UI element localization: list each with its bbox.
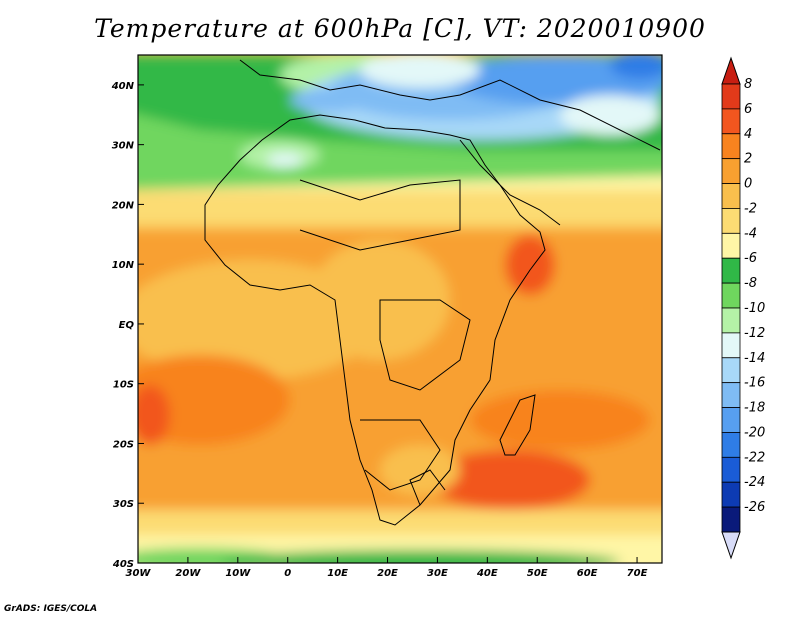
colorbar-swatch (721, 481, 741, 508)
colorbar-label: -6 (744, 251, 757, 266)
temperature-field (138, 55, 662, 563)
x-tick-label: 20E (377, 568, 398, 579)
y-tick-label: 20N (112, 200, 135, 211)
colorbar-label: -8 (744, 276, 757, 291)
colorbar-label: -4 (744, 226, 757, 241)
colorbar-label: -26 (744, 500, 765, 515)
colorbar-swatch (721, 158, 741, 184)
colorbar-swatch (721, 456, 741, 483)
y-tick-label: EQ (119, 320, 135, 331)
y-tick-label: 40N (111, 81, 135, 92)
colorbar-swatch (721, 407, 741, 433)
x-tick-label: 10W (225, 568, 251, 579)
colorbar-swatch (721, 332, 741, 359)
colorbar-label: 6 (744, 102, 752, 117)
colorbar-swatch (721, 307, 741, 334)
x-tick-label: 70E (627, 568, 648, 579)
colorbar-label: 8 (744, 77, 752, 92)
y-tick-label: 10N (112, 260, 135, 271)
colorbar-swatch (721, 208, 741, 234)
y-tick-label: 40S (112, 559, 134, 570)
coastlines (204, 59, 661, 526)
x-tick-label: 50E (527, 568, 548, 579)
y-tick-label: 30N (112, 141, 135, 152)
colorbar-swatch (721, 506, 741, 533)
x-tick-label: 0 (284, 568, 291, 579)
colorbar: 8 6 4 2 0 -2 -4 -6 -8 -10 -12 -14 -16 -18 -20 -22 -24 -26 (721, 56, 765, 560)
x-tick-label: 10E (327, 568, 348, 579)
colorbar-swatch (721, 83, 741, 110)
colorbar-swatch (721, 257, 741, 284)
y-tick-label: 20S (113, 439, 134, 450)
x-tick-label: 30W (126, 568, 152, 579)
colorbar-label: -12 (744, 326, 765, 341)
colorbar-label: -16 (744, 376, 765, 391)
colorbar-swatch (721, 133, 741, 160)
colorbar-label: -20 (744, 425, 765, 440)
colorbar-swatch (721, 108, 741, 135)
colorbar-label: 2 (744, 152, 752, 167)
colorbar-swatch (721, 357, 741, 384)
colorbar-swatch (721, 232, 741, 259)
y-tick-label: 10S (113, 380, 134, 391)
colorbar-top-arrow (721, 56, 741, 85)
x-axis: 30W 20W 10W 0 10E 20E 30E 40E 50E 60E 70E (126, 557, 648, 579)
x-tick-label: 60E (577, 568, 598, 579)
colorbar-bottom-arrow (721, 531, 741, 560)
colorbar-label: -14 (744, 351, 765, 366)
map-title: Temperature at 600hPa [C], VT: 202001090… (94, 14, 706, 43)
footer-credit: GrADS: IGES/COLA (4, 604, 98, 614)
colorbar-label: -2 (744, 201, 757, 216)
y-axis: 40N 30N 20N 10N EQ 10S 20S 30S 40S (111, 81, 144, 570)
colorbar-label: -22 (744, 450, 765, 465)
map-frame (137, 54, 663, 564)
x-tick-label: 30E (427, 568, 448, 579)
colorbar-swatch (721, 382, 741, 408)
y-tick-label: 30S (113, 499, 134, 510)
colorbar-label: -24 (744, 475, 765, 490)
colorbar-swatch (721, 432, 741, 458)
colorbar-swatch (721, 282, 741, 309)
colorbar-label: 0 (744, 177, 752, 192)
x-tick-label: 40E (476, 568, 498, 579)
x-tick-label: 20W (175, 568, 201, 579)
colorbar-label: 4 (744, 127, 752, 142)
colorbar-label: -18 (744, 401, 765, 416)
colorbar-swatch (721, 183, 741, 209)
colorbar-label: -10 (744, 301, 765, 316)
